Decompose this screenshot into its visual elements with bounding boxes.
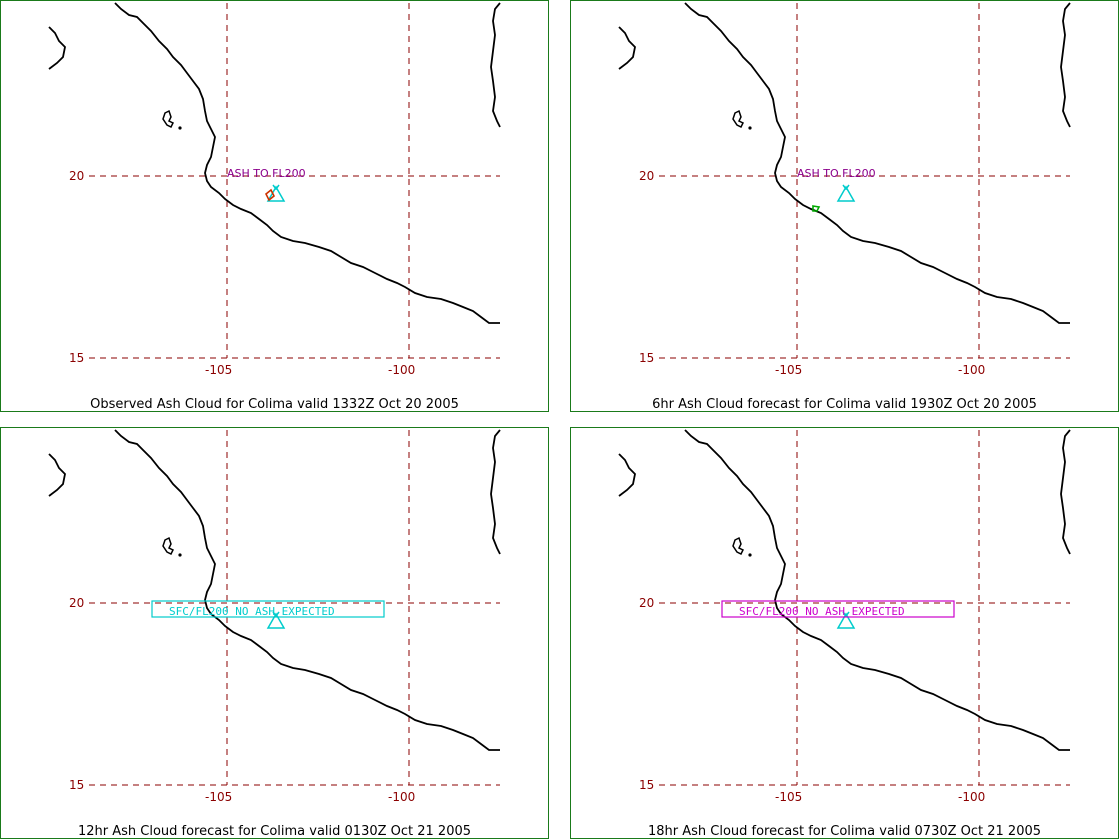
coastline-baja — [618, 26, 636, 70]
coastline-baja — [618, 453, 636, 497]
tick-label-lon-105: -105 — [775, 363, 802, 377]
no-ash-box — [151, 600, 385, 618]
tick-label-lat-15: 15 — [639, 351, 654, 365]
tick-label-lat-15: 15 — [639, 778, 654, 792]
volcano-plume-icon — [842, 611, 850, 618]
no-ash-label: SFC/FL200 NO ASH EXPECTED — [739, 605, 905, 618]
panel-caption: 18hr Ash Cloud forecast for Colima valid… — [647, 824, 1042, 839]
island-revillagigedo — [162, 536, 175, 556]
panel-caption: Observed Ash Cloud for Colima valid 1332… — [90, 397, 459, 412]
coastline-gulf — [1060, 429, 1071, 555]
volcano-icon — [836, 612, 856, 629]
tick-label-lat-20: 20 — [69, 596, 84, 610]
island-small — [748, 553, 752, 557]
volcano-plume-icon — [272, 611, 280, 618]
coastline-baja — [48, 453, 66, 497]
no-ash-box — [721, 600, 955, 618]
map-panel-6hr: 20 15 -105 -100 ASH TO FL200 6hr Ash Cloud f… — [570, 0, 1119, 412]
coastline-gulf — [490, 429, 501, 555]
tick-label-lat-20: 20 — [639, 596, 654, 610]
tick-label-lon-100: -100 — [388, 790, 415, 804]
tick-label-lon-100: -100 — [958, 790, 985, 804]
coastline-mexico — [114, 429, 500, 751]
tick-label-lon-105: -105 — [775, 790, 802, 804]
island-small — [748, 126, 752, 130]
ash-cloud-label: ASH TO FL200 — [797, 167, 876, 180]
coastline-mexico — [114, 2, 500, 324]
volcano-plume-icon — [842, 184, 850, 191]
tick-label-lon-105: -105 — [205, 363, 232, 377]
volcano-icon — [836, 185, 856, 202]
coastline-gulf — [1060, 2, 1071, 128]
coastline-mexico — [684, 429, 1070, 751]
map-panel-observed: 20 15 -105 -100 ASH TO FL200 Observed Ash Cl… — [0, 0, 549, 412]
map-canvas: 20 15 -105 -100 ASH TO FL200 — [48, 2, 501, 377]
island-revillagigedo — [162, 109, 175, 129]
no-ash-label: SFC/FL200 NO ASH EXPECTED — [169, 605, 335, 618]
island-small — [178, 553, 182, 557]
tick-label-lon-100: -100 — [958, 363, 985, 377]
tick-label-lat-15: 15 — [69, 351, 84, 365]
map-panel-12hr: 20 15 -105 -100 SFC/FL200 NO ASH EXPECTED 12… — [0, 427, 549, 839]
panel-caption: 12hr Ash Cloud forecast for Colima valid… — [77, 824, 472, 839]
volcano-plume-icon — [272, 184, 280, 191]
tick-label-lat-20: 20 — [69, 169, 84, 183]
coastline-baja — [48, 26, 66, 70]
map-canvas: 20 15 -105 -100 ASH TO FL200 — [618, 2, 1071, 377]
tick-label-lat-15: 15 — [69, 778, 84, 792]
tick-label-lat-20: 20 — [639, 169, 654, 183]
island-revillagigedo — [732, 109, 745, 129]
ash-cloud-label: ASH TO FL200 — [227, 167, 306, 180]
map-panel-18hr: 20 15 -105 -100 SFC/FL200 NO ASH EXPECTED 18… — [570, 427, 1119, 839]
island-revillagigedo — [732, 536, 745, 556]
observed-ash-cloud-polygon — [264, 188, 276, 202]
map-canvas: 20 15 -105 -100 SFC/FL200 NO ASH EXPECTED — [618, 429, 1071, 804]
volcano-icon — [266, 612, 286, 629]
coastline-mexico — [684, 2, 1070, 324]
tick-label-lon-100: -100 — [388, 363, 415, 377]
forecast-ash-cloud-polygon — [812, 205, 821, 212]
map-canvas: 20 15 -105 -100 SFC/FL200 NO ASH EXPECTED — [48, 429, 501, 804]
panel-caption: 6hr Ash Cloud forecast for Colima valid … — [652, 397, 1037, 412]
volcano-icon — [266, 185, 286, 202]
tick-label-lon-105: -105 — [205, 790, 232, 804]
coastline-gulf — [490, 2, 501, 128]
island-small — [178, 126, 182, 130]
